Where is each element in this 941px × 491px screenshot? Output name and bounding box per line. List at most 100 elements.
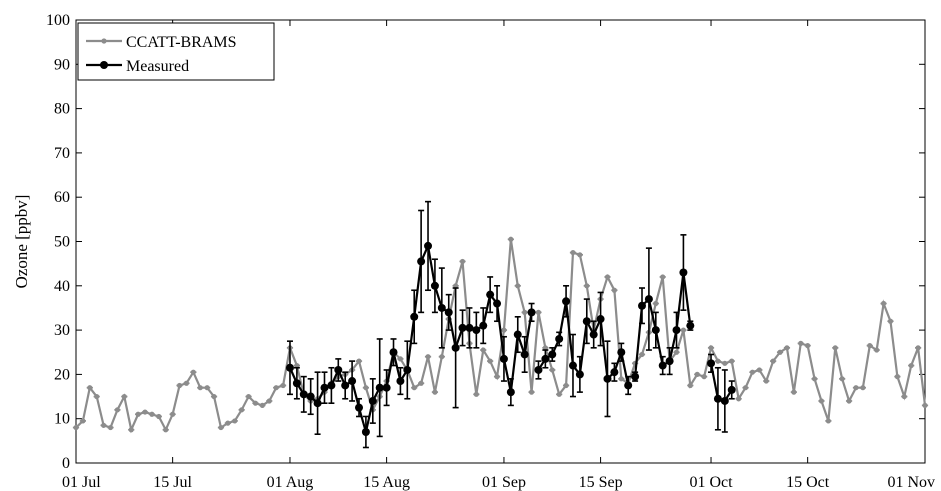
ccatt-brams-point bbox=[107, 424, 114, 431]
ccatt-brams-point bbox=[80, 418, 86, 424]
ccatt-brams-point bbox=[570, 249, 576, 256]
ccatt-brams-point bbox=[791, 389, 797, 395]
ccatt-brams-point bbox=[156, 413, 162, 420]
x-tick-label: 01 Sep bbox=[482, 474, 526, 491]
ccatt-brams-point bbox=[798, 340, 804, 346]
ccatt-brams-point bbox=[245, 393, 252, 400]
measured-point bbox=[368, 396, 377, 405]
plot-frame bbox=[75, 19, 926, 464]
measured-point bbox=[444, 308, 453, 317]
ccatt-brams-point bbox=[542, 345, 548, 351]
y-tick-label: 0 bbox=[62, 455, 70, 472]
ccatt-brams-point bbox=[232, 418, 238, 424]
ccatt-brams-point bbox=[563, 382, 569, 389]
measured-point bbox=[589, 330, 598, 339]
ccatt-brams-point bbox=[204, 385, 210, 391]
ccatt-brams-point bbox=[756, 367, 762, 373]
measured-point bbox=[396, 377, 405, 386]
ccatt-brams-point bbox=[211, 393, 217, 400]
measured-point bbox=[638, 301, 646, 310]
y-tick-label: 60 bbox=[54, 189, 70, 206]
legend-measured-marker bbox=[100, 61, 108, 69]
x-tick-label: 15 Oct bbox=[786, 474, 830, 491]
measured-point bbox=[499, 354, 508, 363]
measured-point bbox=[707, 359, 716, 368]
ccatt-brams-point bbox=[639, 351, 645, 358]
measured-point bbox=[417, 257, 426, 266]
legend-box bbox=[77, 22, 275, 81]
measured-point bbox=[644, 295, 653, 304]
ccatt-brams-point bbox=[901, 393, 907, 400]
ccatt-brams-point bbox=[473, 391, 479, 397]
measured-point bbox=[299, 390, 308, 399]
ccatt-brams-point bbox=[183, 380, 190, 386]
ccatt-brams-point bbox=[811, 376, 818, 382]
ccatt-brams-point bbox=[860, 385, 866, 391]
ccatt-brams-point bbox=[874, 347, 880, 353]
measured-point bbox=[472, 326, 481, 335]
y-tick-label: 90 bbox=[54, 56, 70, 73]
series-ccatt-brams bbox=[72, 236, 929, 434]
measured-line bbox=[288, 242, 533, 433]
x-tick-label: 15 Aug bbox=[363, 474, 410, 491]
ccatt-brams-point bbox=[273, 385, 279, 391]
ccatt-brams-point bbox=[763, 378, 769, 384]
ccatt-brams-point bbox=[294, 362, 300, 369]
ccatt-brams-point bbox=[522, 309, 528, 315]
measured-point bbox=[527, 308, 536, 317]
measured-point bbox=[334, 365, 343, 374]
ccatt-brams-point bbox=[784, 345, 790, 351]
ccatt-brams-point bbox=[556, 391, 562, 397]
ccatt-brams-point bbox=[459, 258, 466, 265]
ccatt-brams-point bbox=[356, 358, 362, 364]
measured-point bbox=[451, 343, 460, 352]
ccatt-brams-point bbox=[708, 345, 714, 351]
y-tick-label: 10 bbox=[54, 411, 70, 428]
ccatt-brams-point bbox=[170, 411, 176, 417]
measured-point bbox=[713, 394, 722, 403]
ccatt-brams-point bbox=[853, 385, 859, 391]
measured-point bbox=[486, 290, 495, 299]
y-tick-label: 50 bbox=[54, 234, 70, 251]
ccatt-brams-point bbox=[715, 358, 721, 364]
ccatt-brams-point bbox=[722, 360, 728, 366]
measured-point bbox=[568, 361, 577, 370]
measured-point bbox=[506, 388, 515, 397]
ccatt-brams-point bbox=[494, 374, 500, 380]
measured-point bbox=[513, 330, 522, 339]
ccatt-brams-point bbox=[894, 374, 900, 380]
measured-point bbox=[686, 321, 695, 330]
ccatt-brams-point bbox=[770, 358, 776, 364]
ccatt-brams-point bbox=[252, 400, 259, 406]
y-tick-label: 20 bbox=[54, 366, 70, 383]
measured-point bbox=[424, 241, 433, 250]
ccatt-brams-point bbox=[749, 369, 756, 375]
measured-point bbox=[458, 323, 467, 332]
measured-point bbox=[292, 379, 301, 388]
measured-point bbox=[348, 377, 357, 386]
measured-point bbox=[548, 350, 557, 359]
ccatt-brams-point bbox=[239, 407, 245, 413]
x-tick-label: 01 Oct bbox=[689, 474, 733, 491]
ccatt-brams-point bbox=[87, 385, 93, 391]
legend-ccatt-brams-label: CCATT-BRAMS bbox=[126, 34, 237, 51]
x-tick-label: 15 Sep bbox=[579, 474, 623, 491]
measured-point bbox=[534, 365, 543, 374]
ccatt-brams-point bbox=[418, 380, 424, 386]
ccatt-brams-point bbox=[839, 376, 845, 382]
y-tick-label: 40 bbox=[54, 278, 70, 295]
x-tick-label: 01 Jul bbox=[62, 474, 101, 491]
ccatt-brams-point bbox=[225, 420, 231, 426]
measured-point bbox=[679, 268, 688, 277]
ccatt-brams-point bbox=[363, 385, 369, 391]
ccatt-brams-point bbox=[114, 407, 121, 413]
measured-point bbox=[541, 354, 550, 363]
measured-point bbox=[603, 374, 612, 383]
measured-point bbox=[610, 368, 619, 377]
measured-point bbox=[410, 312, 419, 321]
measured-point bbox=[720, 396, 729, 405]
measured-point bbox=[617, 348, 626, 357]
measured-point bbox=[437, 303, 446, 312]
y-axis-label: Ozone [ppbv] bbox=[12, 195, 31, 289]
ccatt-brams-point bbox=[846, 398, 852, 404]
